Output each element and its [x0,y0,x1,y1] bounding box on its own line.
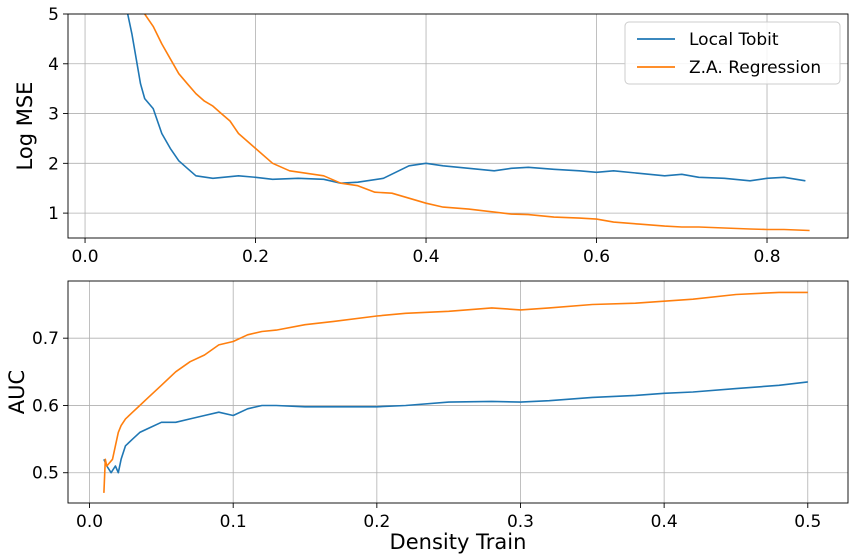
y-tick-label: 0.5 [32,464,59,484]
x-tick-label: 0.1 [220,512,247,532]
legend-frame [624,21,841,85]
y-tick-label: 0.7 [32,329,59,349]
y-tick-label: 5 [48,5,59,25]
series-line-z-a-regression [144,14,810,232]
y-axis-label: Log MSE [13,82,37,171]
series-line-local-tobit [126,14,806,184]
x-tick-label: 0.6 [583,247,610,267]
x-tick-label: 0.2 [363,512,390,532]
x-tick-label: 0.0 [72,247,99,267]
y-tick-label: 2 [48,154,59,174]
x-tick-label: 0.4 [651,512,678,532]
x-axis-label: Density Train [390,530,527,554]
series-line-local-tobit [103,381,808,474]
y-tick-label: 0.6 [32,396,59,416]
x-tick-label: 0.2 [242,247,269,267]
y-tick-label: 3 [48,105,59,125]
x-tick-label: 0.0 [76,512,103,532]
bottom-subplot: 0.0 0.1 0.2 0.3 0.4 0.5 0.5 0.6 0.7 AUC Density Tr… [5,280,849,554]
y-axis-label: AUC [5,370,29,414]
x-tick-label: 0.4 [413,247,440,267]
x-tick-label: 0.5 [794,512,821,532]
y-tick-label: 4 [48,55,59,75]
legend-entry-label: Local Tobit [689,30,779,50]
legend-entry-label: Z.A. Regression [689,58,821,78]
plot-frame [67,280,849,504]
plot-frame [67,13,849,239]
top-subplot: 0.0 0.2 0.4 0.6 0.8 1 2 3 4 5 Log MSE Local Tobit Z.… [13,5,849,267]
legend: Local Tobit Z.A. Regression [624,21,841,85]
x-tick-label: 0.8 [753,247,780,267]
y-tick-label: 1 [48,204,59,224]
series-line-z-a-regression [103,291,808,493]
x-tick-label: 0.3 [507,512,534,532]
